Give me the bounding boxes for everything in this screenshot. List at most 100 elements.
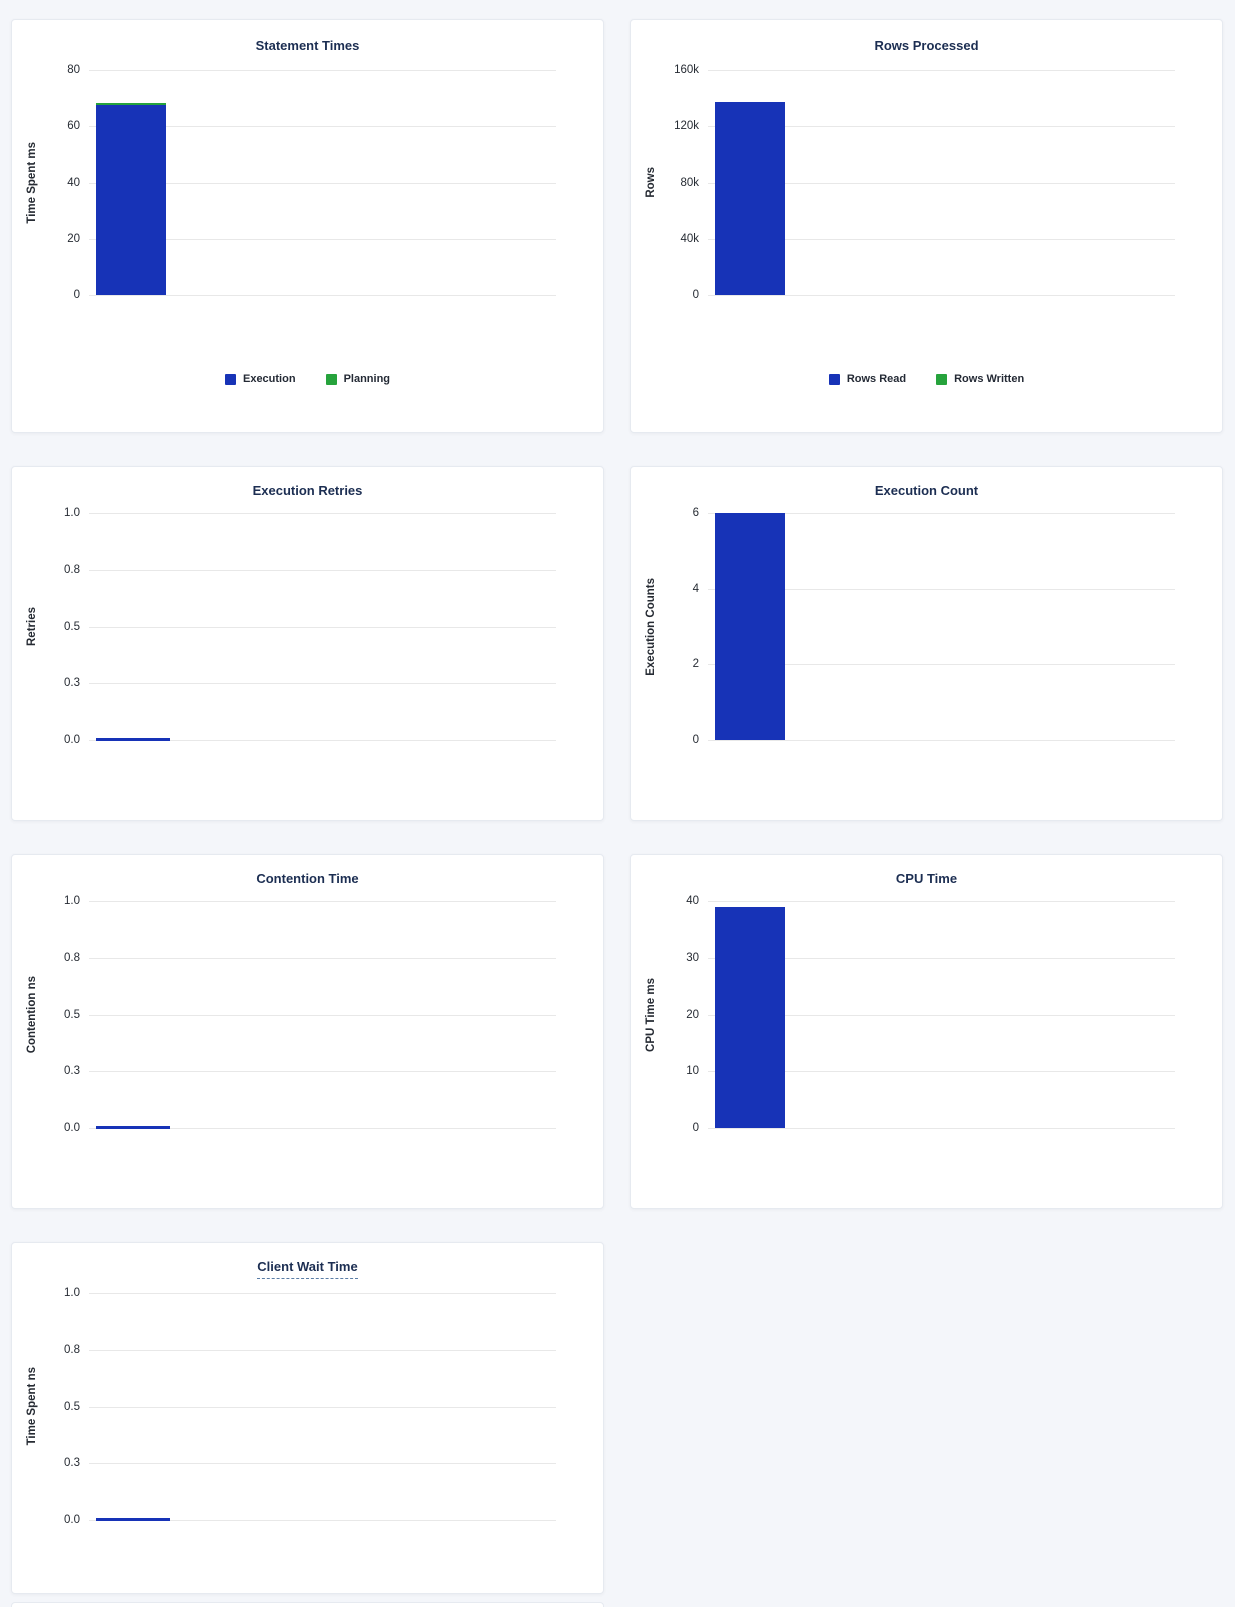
zero-value-bar: [96, 1126, 170, 1129]
legend-item: Rows Read: [828, 373, 906, 385]
gridline: [89, 295, 556, 296]
charts-row-2: Execution Retries Retries 1.0 0.8 0.5 0.3 0.…: [11, 466, 1223, 821]
gridline: [708, 182, 1175, 184]
y-tick-label: 30: [686, 951, 699, 964]
gridline: [89, 1520, 556, 1521]
zero-value-bar: [96, 1518, 170, 1521]
y-tick-label: 40k: [680, 232, 699, 245]
y-tick-label: 40: [686, 895, 699, 907]
y-tick-label: 0.3: [64, 677, 80, 690]
rows-processed-title: Rows Processed: [874, 38, 979, 53]
chart-title-wrap: Client Wait Time: [12, 1259, 603, 1279]
plot-area: 1.0 0.8 0.5 0.3 0.0: [64, 1287, 556, 1526]
execution-retries-title: Execution Retries: [252, 483, 363, 498]
gridline: [89, 513, 556, 514]
contention-time-title: Contention Time: [256, 871, 359, 886]
y-axis-label: Contention ns: [26, 975, 38, 1054]
y-axis-label: CPU Time ms: [645, 977, 657, 1052]
chart-legend: Rows Read Rows Written: [631, 373, 1222, 385]
legend-label: Rows Written: [954, 373, 1025, 385]
gridline: [89, 1293, 556, 1294]
cpu-time-chart: CPU Time ms 40 30 20 10 0: [631, 895, 1222, 1134]
gridline: [89, 1014, 556, 1016]
contention-time-chart: Contention ns 1.0 0.8 0.5 0.3 0.0: [12, 895, 603, 1134]
gridline: [89, 1463, 556, 1465]
y-tick-label: 2: [692, 658, 699, 671]
client-wait-time-card: Client Wait Time Time Spent ns 1.0 0.8 0.5…: [11, 1242, 604, 1594]
next-card-partial: [11, 1602, 604, 1607]
y-axis-label: Rows: [645, 167, 657, 198]
statement-times-card: Statement Times Time Spent ms 80 60 40 20 0 …: [11, 19, 604, 433]
bar-segment-1: [96, 103, 166, 106]
y-tick-label: 0.8: [64, 563, 80, 576]
chart-title-wrap: CPU Time: [631, 871, 1222, 887]
zero-value-bar: [96, 738, 170, 741]
y-tick-label: 0.0: [64, 1514, 80, 1526]
legend-swatch-icon: [936, 373, 948, 385]
y-tick-label: 0.3: [64, 1457, 80, 1470]
gridline: [708, 740, 1175, 741]
gridline: [708, 70, 1175, 71]
execution-count-chart: Execution Counts 6 4 2 0: [631, 507, 1222, 746]
gridline: [89, 70, 556, 71]
execution-retries-chart: Retries 1.0 0.8 0.5 0.3 0.0: [12, 507, 603, 746]
gridline: [89, 957, 556, 959]
client-wait-time-title[interactable]: Client Wait Time: [257, 1259, 358, 1279]
y-axis-label: Retries: [26, 607, 38, 646]
bar-segment-0: [715, 906, 785, 1128]
bar-segment-0: [715, 102, 785, 295]
chart-title-wrap: Execution Retries: [12, 483, 603, 499]
gridline: [89, 1406, 556, 1408]
gridline: [89, 626, 556, 628]
rows-processed-chart: Rows 160k 120k 80k 40k 0: [631, 64, 1222, 301]
execution-count-card: Execution Count Execution Counts 6 4 2 0: [630, 466, 1223, 821]
y-tick-label: 1.0: [64, 895, 80, 907]
y-tick-label: 0.0: [64, 734, 80, 746]
y-tick-label: 0.3: [64, 1065, 80, 1078]
gridline: [708, 957, 1175, 959]
charts-row-1: Statement Times Time Spent ms 80 60 40 20 0 …: [11, 19, 1223, 433]
y-tick-label: 0.5: [64, 620, 80, 633]
cpu-time-title: CPU Time: [895, 871, 958, 886]
y-axis-label: Time Spent ns: [26, 1367, 38, 1446]
y-tick-label: 40: [67, 176, 80, 189]
gridline: [708, 238, 1175, 240]
gridline: [89, 1128, 556, 1129]
execution-count-title: Execution Count: [874, 483, 979, 498]
y-tick-label: 20: [686, 1008, 699, 1021]
gridline: [708, 1014, 1175, 1016]
y-tick-label: 1.0: [64, 1287, 80, 1299]
y-tick-label: 80: [67, 64, 80, 76]
gridline: [708, 295, 1175, 296]
y-tick-label: 80k: [680, 176, 699, 189]
y-tick-label: 6: [692, 507, 699, 519]
y-tick-label: 0.0: [64, 1122, 80, 1134]
y-tick-label: 0: [73, 289, 80, 301]
charts-row-3: Contention Time Contention ns 1.0 0.8 0.5 0…: [11, 854, 1223, 1209]
y-tick-label: 0.8: [64, 951, 80, 964]
gridline: [708, 1128, 1175, 1129]
gridline: [89, 683, 556, 685]
chart-title-wrap: Contention Time: [12, 871, 603, 887]
charts-row-4: Client Wait Time Time Spent ns 1.0 0.8 0.5…: [11, 1242, 1223, 1594]
y-tick-label: 4: [692, 582, 699, 595]
legend-swatch-icon: [325, 373, 337, 385]
client-wait-time-chart: Time Spent ns 1.0 0.8 0.5 0.3 0.0: [12, 1287, 603, 1526]
y-tick-label: 1.0: [64, 507, 80, 519]
gridline: [89, 126, 556, 128]
chart-title-wrap: Rows Processed: [631, 38, 1222, 54]
gridline: [89, 1071, 556, 1073]
gridline: [89, 182, 556, 184]
y-tick-label: 0.5: [64, 1400, 80, 1413]
gridline: [89, 901, 556, 902]
execution-retries-card: Execution Retries Retries 1.0 0.8 0.5 0.3 0.…: [11, 466, 604, 821]
plot-area: 80 60 40 20 0: [67, 64, 556, 301]
gridline: [708, 1071, 1175, 1073]
bar-segment-0: [96, 105, 166, 295]
chart-title-wrap: Statement Times: [12, 38, 603, 54]
legend-swatch-icon: [828, 373, 840, 385]
rows-processed-card: Rows Processed Rows 160k 120k 80k 40k 0 Rows…: [630, 19, 1223, 433]
y-tick-label: 60: [67, 120, 80, 133]
gridline: [708, 588, 1175, 590]
